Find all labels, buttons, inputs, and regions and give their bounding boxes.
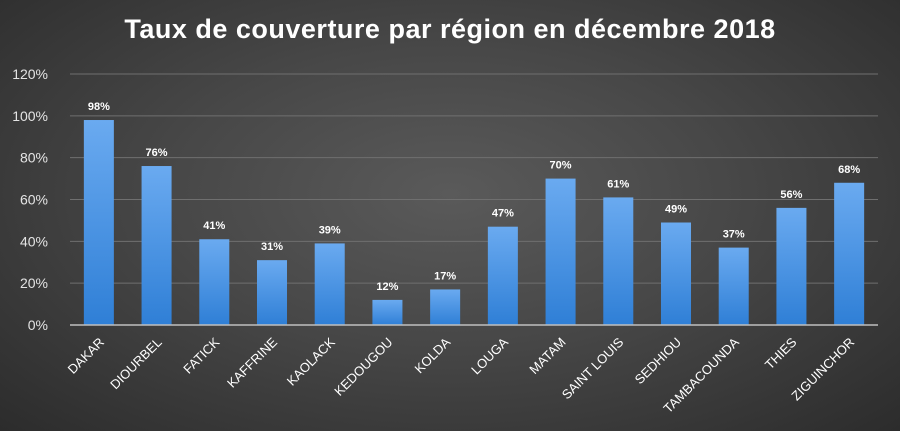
data-label: 37% [723,229,745,241]
bar [660,222,692,325]
y-tick-label: 40% [20,233,48,249]
y-tick-label: 100% [12,108,48,124]
bar [314,243,345,325]
bar [199,239,230,325]
data-labels: 98% 76% 41% 31% 39% 12% 17% 47% 70% 61% 49% 37% 56% 6… [88,101,861,293]
y-axis-ticks: 0% 20% 40% 60% 80% 100% 120% [12,66,48,333]
data-label: 76% [146,147,168,159]
data-label: 70% [550,160,572,172]
bar [83,120,114,326]
data-label: 49% [665,204,687,216]
category-label: KAFFRINE [224,334,280,390]
y-tick-label: 0% [28,317,48,333]
data-label: 47% [492,208,514,220]
data-label: 39% [319,224,341,236]
data-label: 17% [434,270,456,282]
category-label: SAINT LOUIS [559,334,627,402]
bars [83,120,865,326]
data-label: 41% [203,220,225,232]
data-label: 98% [88,101,110,113]
category-label: LOUGA [468,334,511,377]
data-label: 68% [838,164,860,176]
category-label: MATAM [526,335,568,377]
category-label: DAKAR [65,335,107,377]
data-label: 31% [261,241,283,253]
data-label: 56% [780,189,802,201]
y-tick-label: 60% [20,192,48,208]
chart-title: Taux de couverture par région en décembr… [124,14,776,44]
bar [834,182,865,325]
bar [372,299,403,325]
category-label: KAOLACK [284,334,338,388]
y-tick-label: 20% [20,275,48,291]
data-label: 12% [376,281,398,293]
data-label: 61% [607,178,629,190]
category-label: FATICK [180,334,222,376]
bar [430,289,461,325]
gridlines [70,73,878,284]
bar [141,166,172,325]
bar [776,207,807,325]
category-label: KOLDA [411,334,453,376]
category-label: KEDOUGOU [331,335,395,399]
category-label: DIOURBEL [107,335,165,393]
bar [545,178,576,325]
y-tick-label: 120% [12,66,48,82]
category-label: THIES [762,334,800,372]
bar [256,260,288,325]
bar [487,226,518,325]
category-labels: DAKAR DIOURBEL FATICK KAFFRINE KAOLACKKEDOUG… [65,334,858,416]
bar [603,197,634,325]
y-tick-label: 80% [20,150,48,166]
category-label: SEDHIOU [632,335,684,387]
bar [718,247,749,325]
